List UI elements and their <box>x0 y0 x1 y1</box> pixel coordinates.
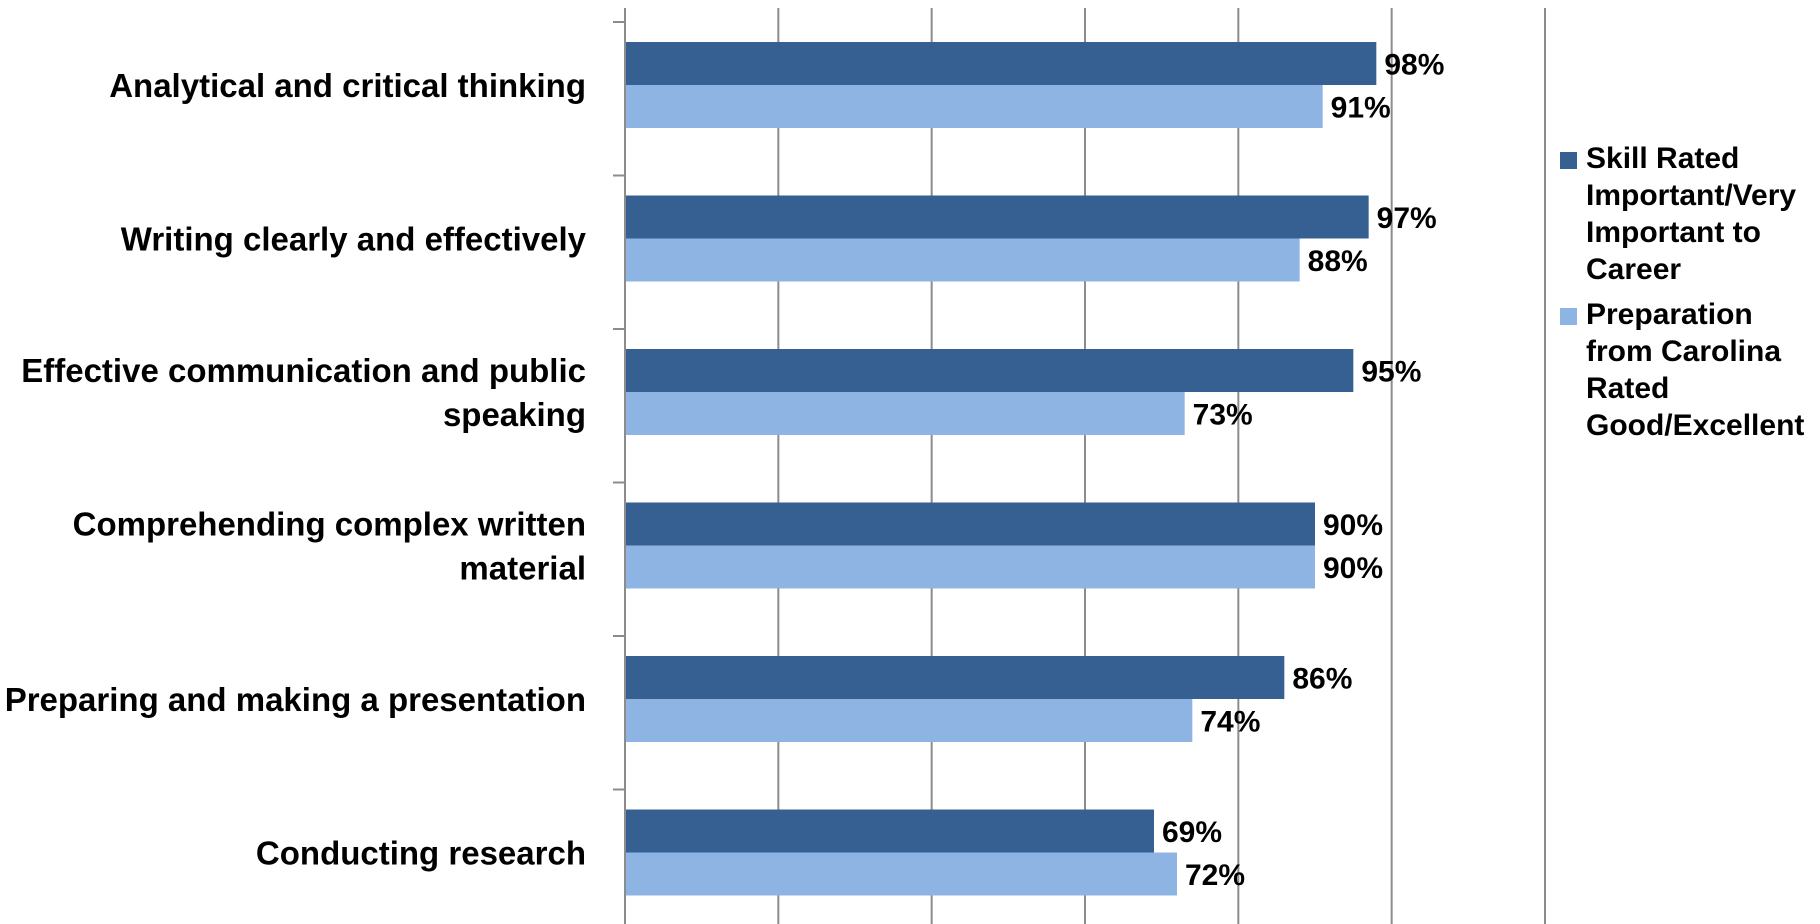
category-label: Writing clearly and effectively <box>121 221 587 258</box>
category-label: Comprehending complex written <box>73 506 586 543</box>
bar <box>625 852 1177 896</box>
data-label: 73% <box>1193 399 1253 432</box>
legend-line: Career <box>1586 253 1682 286</box>
legend-line: Important to <box>1586 216 1761 249</box>
legend-line: Preparation <box>1586 298 1753 331</box>
legend: Skill Rated Important/Very Important to … <box>1560 140 1815 452</box>
data-label: 90% <box>1323 552 1383 585</box>
bar <box>625 545 1315 589</box>
bar <box>625 85 1323 128</box>
data-label: 88% <box>1308 245 1368 278</box>
legend-swatch-important <box>1560 152 1577 169</box>
bar <box>625 699 1193 742</box>
y-axis <box>613 8 626 924</box>
bar <box>625 195 1369 239</box>
legend-line: from Carolina <box>1586 335 1782 368</box>
legend-line: Skill Rated <box>1586 142 1740 175</box>
bar <box>625 809 1154 853</box>
legend-swatch-preparation <box>1560 308 1577 325</box>
bars <box>625 42 1377 896</box>
category-label: Analytical and critical thinking <box>109 67 586 104</box>
bar <box>625 656 1285 699</box>
bar <box>625 238 1300 282</box>
legend-line: Rated <box>1586 372 1670 405</box>
bar <box>625 392 1185 435</box>
data-label: 74% <box>1200 706 1260 739</box>
category-label: Conducting research <box>256 835 586 872</box>
gridlines <box>777 8 1546 924</box>
data-label: 91% <box>1331 92 1391 125</box>
data-label: 86% <box>1292 663 1352 696</box>
category-label: Preparing and making a presentation <box>5 681 586 718</box>
data-label: 69% <box>1162 816 1222 849</box>
data-label: 97% <box>1377 202 1437 235</box>
legend-item-preparation: Preparation from Carolina Rated Good/Exc… <box>1560 296 1815 444</box>
category-labels: Analytical and critical thinking Writing … <box>5 67 587 872</box>
category-label: Effective communication and public <box>21 352 586 389</box>
data-label: 72% <box>1185 859 1245 892</box>
category-label: material <box>459 550 586 587</box>
legend-item-important: Skill Rated Important/Very Important to … <box>1560 140 1815 288</box>
legend-line: Good/Excellent <box>1586 409 1805 442</box>
data-label: 98% <box>1384 49 1444 82</box>
data-label: 95% <box>1361 356 1421 389</box>
data-label: 90% <box>1323 509 1383 542</box>
legend-line: Important/Very <box>1586 179 1797 212</box>
value-labels: 98% 91% 97% 88% 95% 73% 90% 90% 86% 74% 69% 72% <box>1162 49 1444 893</box>
category-label: speaking <box>443 396 586 433</box>
bar <box>625 502 1315 546</box>
bar <box>625 42 1377 85</box>
bar <box>625 349 1354 392</box>
